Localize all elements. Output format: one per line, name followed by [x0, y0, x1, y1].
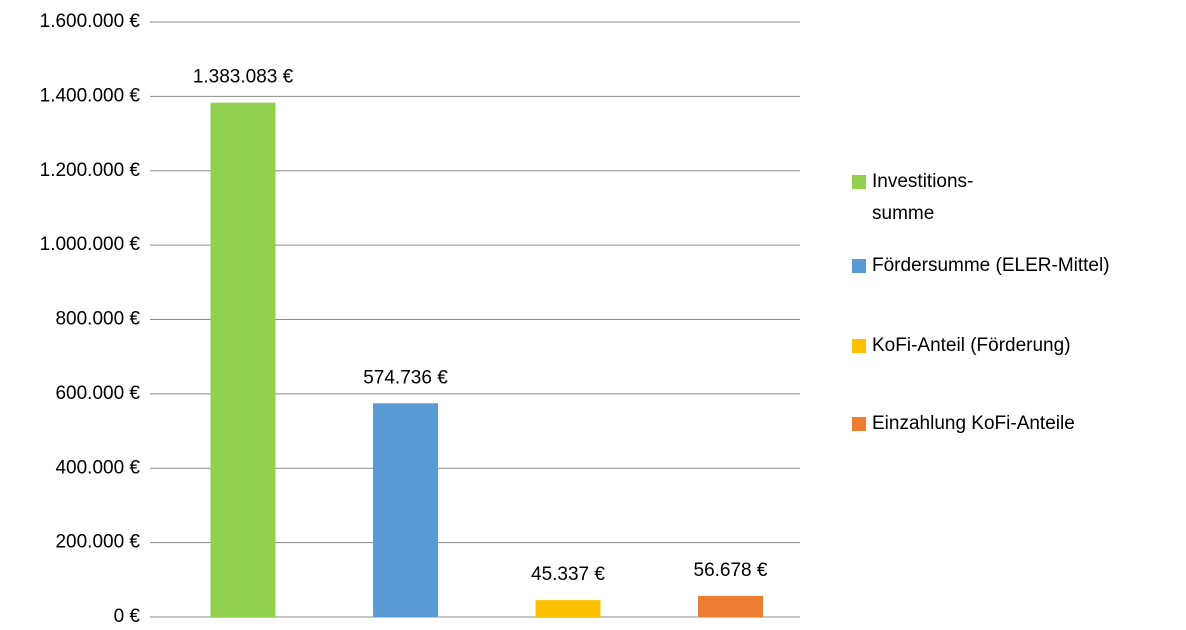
legend-label: Einzahlung KoFi-Anteile	[872, 413, 1075, 434]
bar	[373, 403, 438, 617]
legend-item: Investitions- summe	[852, 166, 1182, 230]
legend-swatch	[852, 417, 866, 431]
legend-swatch	[852, 339, 866, 353]
legend-swatch	[852, 259, 866, 273]
value-label: 56.678 €	[694, 560, 768, 581]
bar	[210, 102, 276, 617]
y-tick-label: 600.000 €	[55, 383, 140, 404]
legend-item: Einzahlung KoFi-Anteile	[852, 408, 1182, 440]
legend-item: Fördersumme (ELER-Mittel)	[852, 250, 1182, 282]
value-label: 574.736 €	[363, 367, 448, 388]
value-label: 45.337 €	[531, 564, 605, 585]
legend-swatch	[852, 175, 866, 189]
bar	[698, 595, 763, 617]
y-tick-label: 0 €	[114, 606, 141, 627]
value-label: 1.383.083 €	[193, 67, 294, 88]
legend-label: KoFi-Anteil (Förderung)	[872, 335, 1071, 356]
legend-label: Investitions- summe	[872, 171, 974, 224]
y-tick-label: 400.000 €	[55, 457, 140, 478]
legend-item: KoFi-Anteil (Förderung)	[852, 330, 1182, 362]
y-tick-label: 1.000.000 €	[40, 234, 141, 255]
legend-label: Fördersumme (ELER-Mittel)	[872, 255, 1110, 276]
y-tick-label: 200.000 €	[55, 532, 140, 553]
y-tick-label: 1.400.000 €	[40, 85, 141, 106]
y-tick-label: 1.200.000 €	[40, 160, 141, 181]
y-tick-label: 800.000 €	[55, 309, 140, 330]
y-tick-label: 1.600.000 €	[40, 11, 141, 32]
bar	[535, 600, 601, 617]
